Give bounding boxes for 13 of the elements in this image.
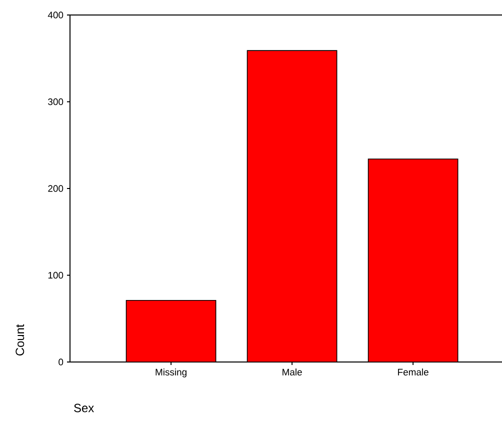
x-axis-title: Sex bbox=[74, 404, 94, 412]
y-tick-label: 200 bbox=[48, 185, 64, 192]
bar bbox=[126, 300, 216, 362]
x-tick-label: Missing bbox=[156, 368, 186, 378]
y-tick-label: 100 bbox=[48, 272, 64, 279]
y-tick-label: 400 bbox=[48, 12, 64, 18]
y-tick-label: 0 bbox=[58, 358, 64, 366]
x-tick-label: Female bbox=[398, 368, 428, 376]
bar bbox=[246, 50, 338, 362]
x-tick-label: Male bbox=[282, 368, 302, 376]
bar bbox=[368, 158, 458, 362]
y-tick-label: 300 bbox=[48, 98, 64, 106]
y-axis-title: Count bbox=[16, 324, 24, 356]
